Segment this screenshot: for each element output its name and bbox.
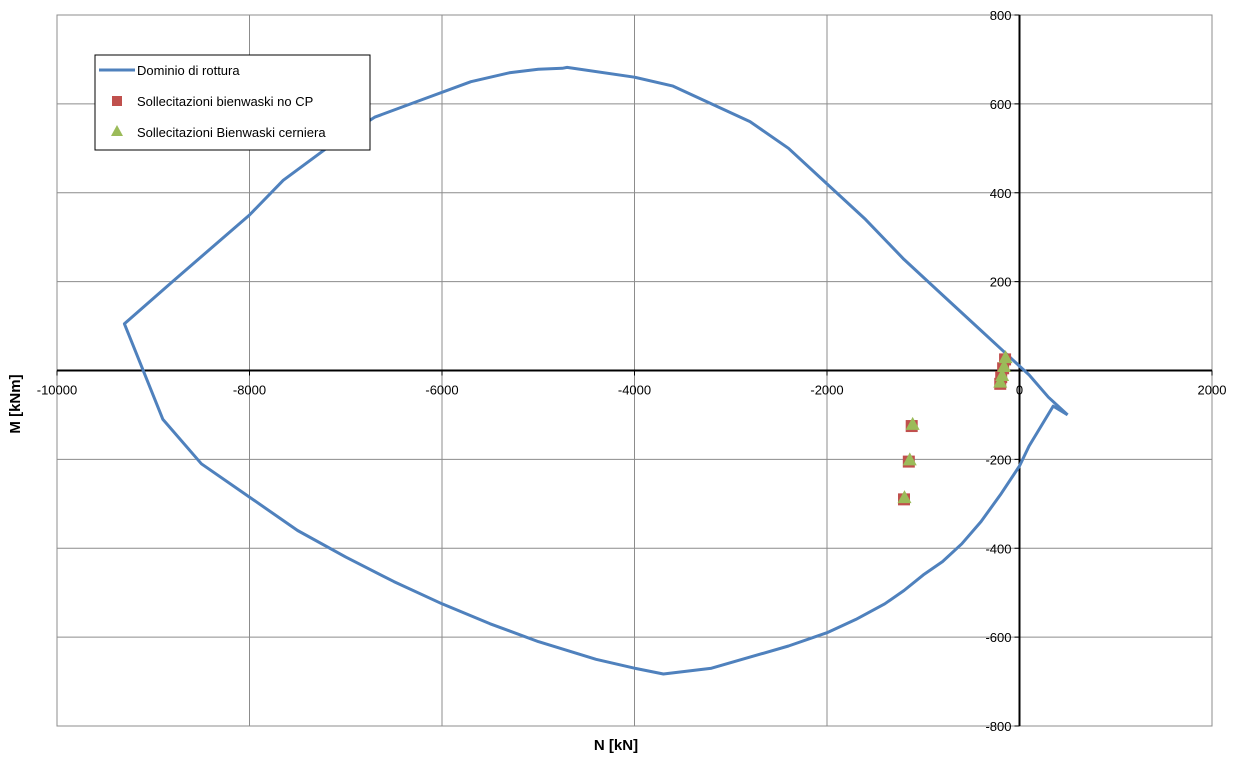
domain-line — [122, 65, 1069, 676]
x-tick-label: -10000 — [37, 383, 77, 398]
legend-entry-no-cp: Sollecitazioni bienwaski no CP — [137, 94, 313, 109]
legend-square-swatch — [112, 96, 122, 106]
y-tick-label: 200 — [990, 275, 1012, 290]
y-tick-label: -200 — [985, 452, 1011, 467]
y-tick-label: -600 — [985, 630, 1011, 645]
data-point-triangle — [897, 490, 912, 504]
markers — [897, 350, 1013, 506]
x-tick-label: 0 — [1016, 383, 1023, 398]
series-line-domain — [122, 65, 1069, 676]
tick-labels: -10000 -8000 -6000 -4000 -2000 0 2000 -800 -600 -… — [37, 8, 1227, 734]
x-tick-label: -2000 — [810, 383, 843, 398]
legend: Dominio di rottura Sollecitazioni bienwa… — [94, 54, 371, 151]
data-point-triangle — [905, 416, 920, 430]
y-tick-label: -800 — [985, 719, 1011, 734]
data-point-triangle — [902, 452, 917, 466]
x-tick-label: -4000 — [618, 383, 651, 398]
x-axis-title: N [kN] — [594, 737, 638, 754]
y-tick-label: -400 — [985, 541, 1011, 556]
legend-entry-cerniera: Sollecitazioni Bienwaski cerniera — [137, 125, 326, 140]
y-tick-label: 800 — [990, 8, 1012, 23]
legend-entry-domain: Dominio di rottura — [137, 63, 240, 78]
x-tick-label: -6000 — [425, 383, 458, 398]
y-axis-title: M [kNm] — [7, 374, 24, 433]
x-tick-label: -8000 — [233, 383, 266, 398]
data-point-triangle — [993, 374, 1008, 388]
axes — [56, 14, 1213, 727]
x-tick-label: 2000 — [1198, 383, 1227, 398]
legend-box — [94, 54, 371, 151]
legend-triangle-swatch — [111, 125, 123, 136]
y-tick-label: 400 — [990, 186, 1012, 201]
y-tick-label: 600 — [990, 97, 1012, 112]
data-point-triangle — [997, 359, 1012, 373]
data-point-triangle — [998, 350, 1013, 364]
